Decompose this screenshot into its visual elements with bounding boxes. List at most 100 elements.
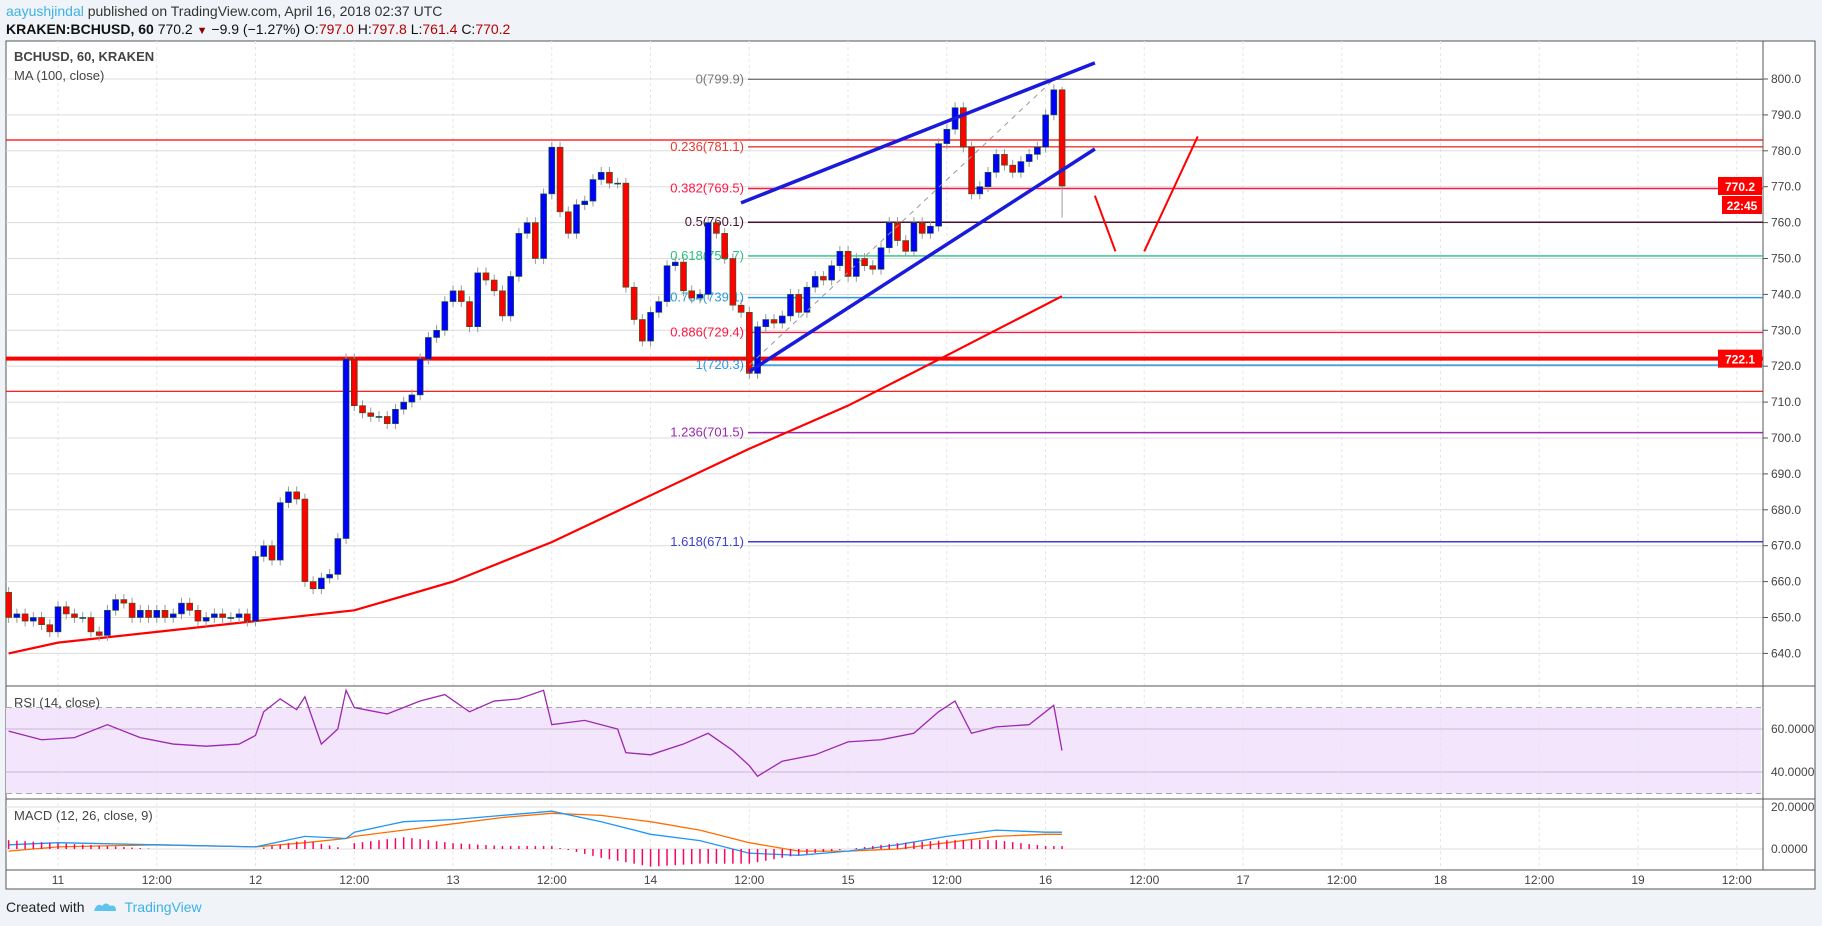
candle [235, 613, 243, 618]
candle [334, 538, 342, 575]
countdown-tag-bg [1722, 195, 1762, 214]
projection-line [1093, 195, 1117, 252]
candle [548, 146, 556, 195]
price-tick-label: 790.0 [1771, 108, 1801, 122]
candle [556, 146, 564, 213]
last-price-tag: 770.2 [1725, 180, 1755, 194]
publish-info: aayushjindal published on TradingView.co… [6, 3, 442, 19]
candle [746, 312, 753, 374]
candle [828, 265, 835, 281]
macd-legend: MACD (12, 26, close, 9) [14, 808, 153, 823]
candle [145, 610, 152, 618]
created-with-text: Created with [6, 899, 85, 915]
last-price: 770.2 [157, 21, 193, 37]
fib-level-label: 1.618(671.1) [670, 534, 744, 549]
fib-level-label: 0.236(781.1) [670, 139, 744, 154]
tradingview-link[interactable]: TradingView [124, 899, 202, 915]
time-tick-label: 19 [1631, 873, 1645, 887]
candle [671, 261, 679, 266]
candle [474, 272, 482, 328]
candle [1009, 164, 1017, 173]
fib-level-label: 0.5(760.1) [685, 214, 744, 229]
price-tick-label: 800.0 [1771, 72, 1801, 86]
candle [532, 222, 539, 259]
candle [943, 128, 951, 144]
candle [219, 613, 226, 618]
candle [885, 222, 893, 249]
candle [803, 286, 811, 313]
candle [696, 294, 704, 299]
candle [581, 200, 589, 205]
candle [869, 265, 877, 270]
open-value: 797.0 [318, 21, 354, 37]
candle [630, 286, 638, 320]
candle [54, 606, 62, 633]
candle [375, 416, 383, 418]
candle [1025, 154, 1033, 162]
candle [589, 179, 597, 202]
candle [688, 290, 696, 299]
candle [1034, 146, 1041, 155]
candle [622, 182, 630, 288]
candle [614, 182, 621, 185]
fib-level-label: 0(799.9) [696, 71, 744, 86]
low-value: 761.4 [422, 21, 458, 37]
candle [202, 617, 210, 622]
candle [778, 315, 786, 324]
author-link[interactable]: aayushjindal [6, 3, 84, 19]
candle [680, 261, 687, 292]
candle [877, 247, 885, 270]
low-label: L: [410, 21, 423, 37]
candle [276, 502, 284, 561]
fib-level-label: 0.382(769.5) [670, 180, 744, 195]
high-value: 797.8 [371, 21, 407, 37]
candle [655, 301, 663, 313]
candle [663, 265, 671, 302]
price-tick-label: 720.0 [1771, 359, 1801, 373]
candle [5, 592, 12, 618]
candle [1050, 89, 1058, 116]
candle [836, 251, 844, 266]
candle [1001, 154, 1008, 166]
candle [482, 272, 490, 281]
candle [564, 211, 572, 234]
macd-tick-label: 0.0000 [1771, 842, 1808, 856]
ma-legend: MA (100, close) [14, 68, 105, 83]
rsi-tick-label: 60.0000 [1771, 722, 1815, 736]
candle [647, 312, 654, 342]
candle [811, 276, 819, 288]
time-tick-label: 12:00 [142, 873, 172, 887]
candle [507, 276, 514, 317]
candle [1058, 89, 1066, 187]
last-price-tag-bg [1718, 176, 1762, 195]
candle [309, 581, 317, 590]
candle [910, 222, 918, 252]
candle [104, 610, 111, 636]
candle [992, 154, 1000, 173]
candle [13, 613, 21, 618]
candle [71, 613, 78, 618]
rsi-line [8, 688, 1063, 778]
chart-legend-title: BCHUSD, 60, KRAKEN [14, 49, 155, 64]
candle [597, 172, 605, 180]
time-tick-label: 12:00 [734, 873, 764, 887]
candle [515, 233, 523, 277]
channel-lower-line [748, 147, 1096, 374]
candle [137, 610, 144, 618]
time-tick-label: 16 [1039, 873, 1053, 887]
fib-level-label: 0.886(729.4) [670, 324, 744, 339]
fib-level-label: 1(720.3) [696, 357, 744, 372]
candle [606, 172, 613, 184]
macd-line [8, 810, 1062, 856]
price-tick-label: 780.0 [1771, 144, 1801, 158]
price-tick-label: 680.0 [1771, 503, 1801, 517]
time-tick-label: 13 [446, 873, 460, 887]
candle [820, 276, 827, 281]
time-tick-label: 15 [841, 873, 855, 887]
candle [787, 294, 794, 317]
price-tick-label: 670.0 [1771, 539, 1801, 553]
candle [318, 577, 325, 590]
price-tick-label: 650.0 [1771, 611, 1801, 625]
price-tick-label: 710.0 [1771, 395, 1801, 409]
